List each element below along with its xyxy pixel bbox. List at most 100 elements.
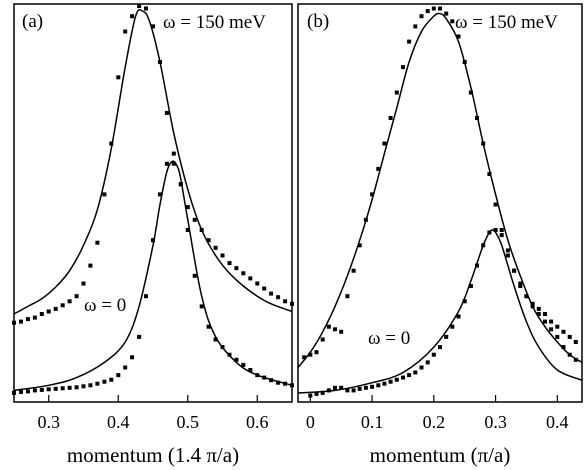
panel-a-data-point	[46, 387, 51, 392]
panel-b-data-point	[487, 172, 492, 176]
panel-b-data-point	[370, 192, 375, 197]
panel-b-x-tick-label: 0.3	[484, 412, 507, 432]
panel-a-data-point	[171, 161, 176, 166]
panel-b-data-point	[499, 228, 504, 232]
panel-a-data-point	[248, 276, 253, 281]
panel-a-data-point	[276, 380, 281, 385]
panel-b-data-point	[388, 379, 393, 384]
panel-b-data-point	[419, 14, 424, 19]
panel-a-data-point	[151, 24, 155, 29]
panel-b-data-point	[524, 294, 529, 299]
panel-a-data-point	[213, 245, 218, 250]
panel-b-data-point	[468, 90, 473, 95]
panel-b-x-tick-label: 0.2	[423, 412, 446, 432]
panel-a-data-point	[116, 373, 121, 378]
panel-b-data-point	[481, 243, 486, 248]
panel-a-data-point	[192, 217, 197, 222]
panel-a-x-tick-label: 0.3	[38, 412, 61, 432]
panel-b-data-point	[401, 65, 405, 70]
panel-b-data-point	[499, 233, 504, 238]
panel-a: (a) ω = 150 meV ω = 0 0.3 0.4 0.5 0.6 momen…	[12, 3, 294, 467]
panel-b-x-ticks: 0 0.1 0.2 0.3 0.4	[306, 395, 569, 432]
panel-a-data-point	[109, 377, 114, 382]
panel-a-data-point	[241, 271, 246, 276]
panel-b-data-point	[308, 352, 313, 357]
panel-a-data-point	[116, 75, 121, 80]
panel-b-data-point	[555, 324, 560, 329]
panel-a-data-point	[19, 319, 23, 324]
panel-b-data-point	[555, 334, 560, 339]
panel-a-data-point	[255, 281, 260, 286]
panel-a-data-point	[95, 240, 100, 245]
panel-a-data-point	[248, 368, 253, 372]
panel-a-data-point	[241, 362, 246, 367]
panel-a-data-point	[74, 385, 79, 390]
panel-b-data-point	[530, 304, 535, 309]
panel-b-x-tick-label: 0	[306, 412, 315, 432]
panel-b-data-point	[475, 116, 479, 120]
panel-a-data-point	[185, 205, 190, 210]
panel-a-data-point	[151, 238, 155, 243]
panel-a-data-point	[234, 357, 239, 362]
panel-b-data-point	[413, 370, 418, 375]
panel-b-data-point	[549, 327, 554, 332]
panel-b-data-point	[549, 319, 554, 324]
panel-b-data-point	[425, 9, 430, 14]
panel-b-data-point	[475, 263, 479, 268]
panel-a-data-point	[158, 60, 162, 64]
panel-a-data-point	[206, 324, 211, 329]
panel-a-x-axis-label: momentum (1.4 π/a)	[67, 443, 239, 467]
panel-b-data-point	[573, 357, 578, 362]
panel-a-data-point	[171, 151, 176, 156]
panel-b-data-point	[425, 360, 430, 365]
panel-b-data-point	[326, 324, 331, 329]
panel-a-data-point	[178, 182, 183, 187]
panel-b-data-point	[567, 334, 572, 339]
panel-a-data-point	[102, 379, 107, 384]
panel-b-data-point	[413, 24, 418, 29]
panel-b-data-point	[450, 19, 455, 24]
panel-a-data-point	[283, 381, 288, 386]
panel-b-data-point	[394, 377, 399, 382]
panel-b-data-point	[314, 391, 319, 396]
panel-b-points-omega-150	[302, 6, 578, 360]
panel-b-data-point	[314, 350, 319, 355]
panel-a-data-point	[185, 228, 190, 232]
panel-b-data-point	[376, 383, 381, 388]
panel-b-data-point	[401, 375, 405, 380]
panel-b-x-tick-label: 0.4	[546, 412, 569, 432]
panel-b: (b) ω = 150 meV ω = 0 0 0.1 0.2 0.3 0.4 mome…	[297, 3, 583, 467]
panel-a-data-point	[130, 14, 135, 19]
panel-a-data-point	[290, 301, 294, 306]
panel-b-data-point	[493, 202, 498, 207]
panel-b-data-point	[487, 230, 492, 235]
panel-b-data-point	[363, 385, 368, 390]
panel-a-data-point	[81, 281, 86, 286]
panel-b-data-point	[444, 11, 449, 16]
panel-b-data-point	[382, 141, 387, 146]
panel-a-data-point	[109, 141, 114, 146]
panel-a-annotation-omega-150: ω = 150 meV	[163, 12, 266, 33]
panel-b-data-point	[363, 217, 368, 222]
panel-b-data-point	[308, 393, 313, 398]
panel-b-data-point	[505, 253, 510, 258]
panel-a-data-point	[25, 317, 30, 322]
panel-a-data-point	[130, 355, 135, 360]
panel-a-data-point	[262, 286, 267, 291]
panel-a-data-point	[255, 373, 260, 378]
panel-b-data-point	[326, 388, 331, 393]
panel-a-label: (a)	[22, 11, 43, 32]
panel-a-data-point	[81, 384, 86, 389]
panel-b-data-point	[388, 116, 393, 120]
panel-a-fit-line-omega-150	[13, 9, 293, 315]
panel-a-data-point	[88, 263, 93, 268]
panel-a-data-point	[95, 381, 100, 386]
panel-b-data-point	[512, 268, 517, 273]
panel-b-data-point	[351, 268, 356, 273]
panel-a-data-point	[269, 291, 274, 296]
panel-b-data-point	[536, 312, 541, 316]
panel-a-data-point	[74, 294, 79, 299]
panel-b-data-point	[419, 365, 424, 370]
panel-a-data-point	[199, 304, 204, 309]
panel-a-data-point	[39, 387, 44, 392]
